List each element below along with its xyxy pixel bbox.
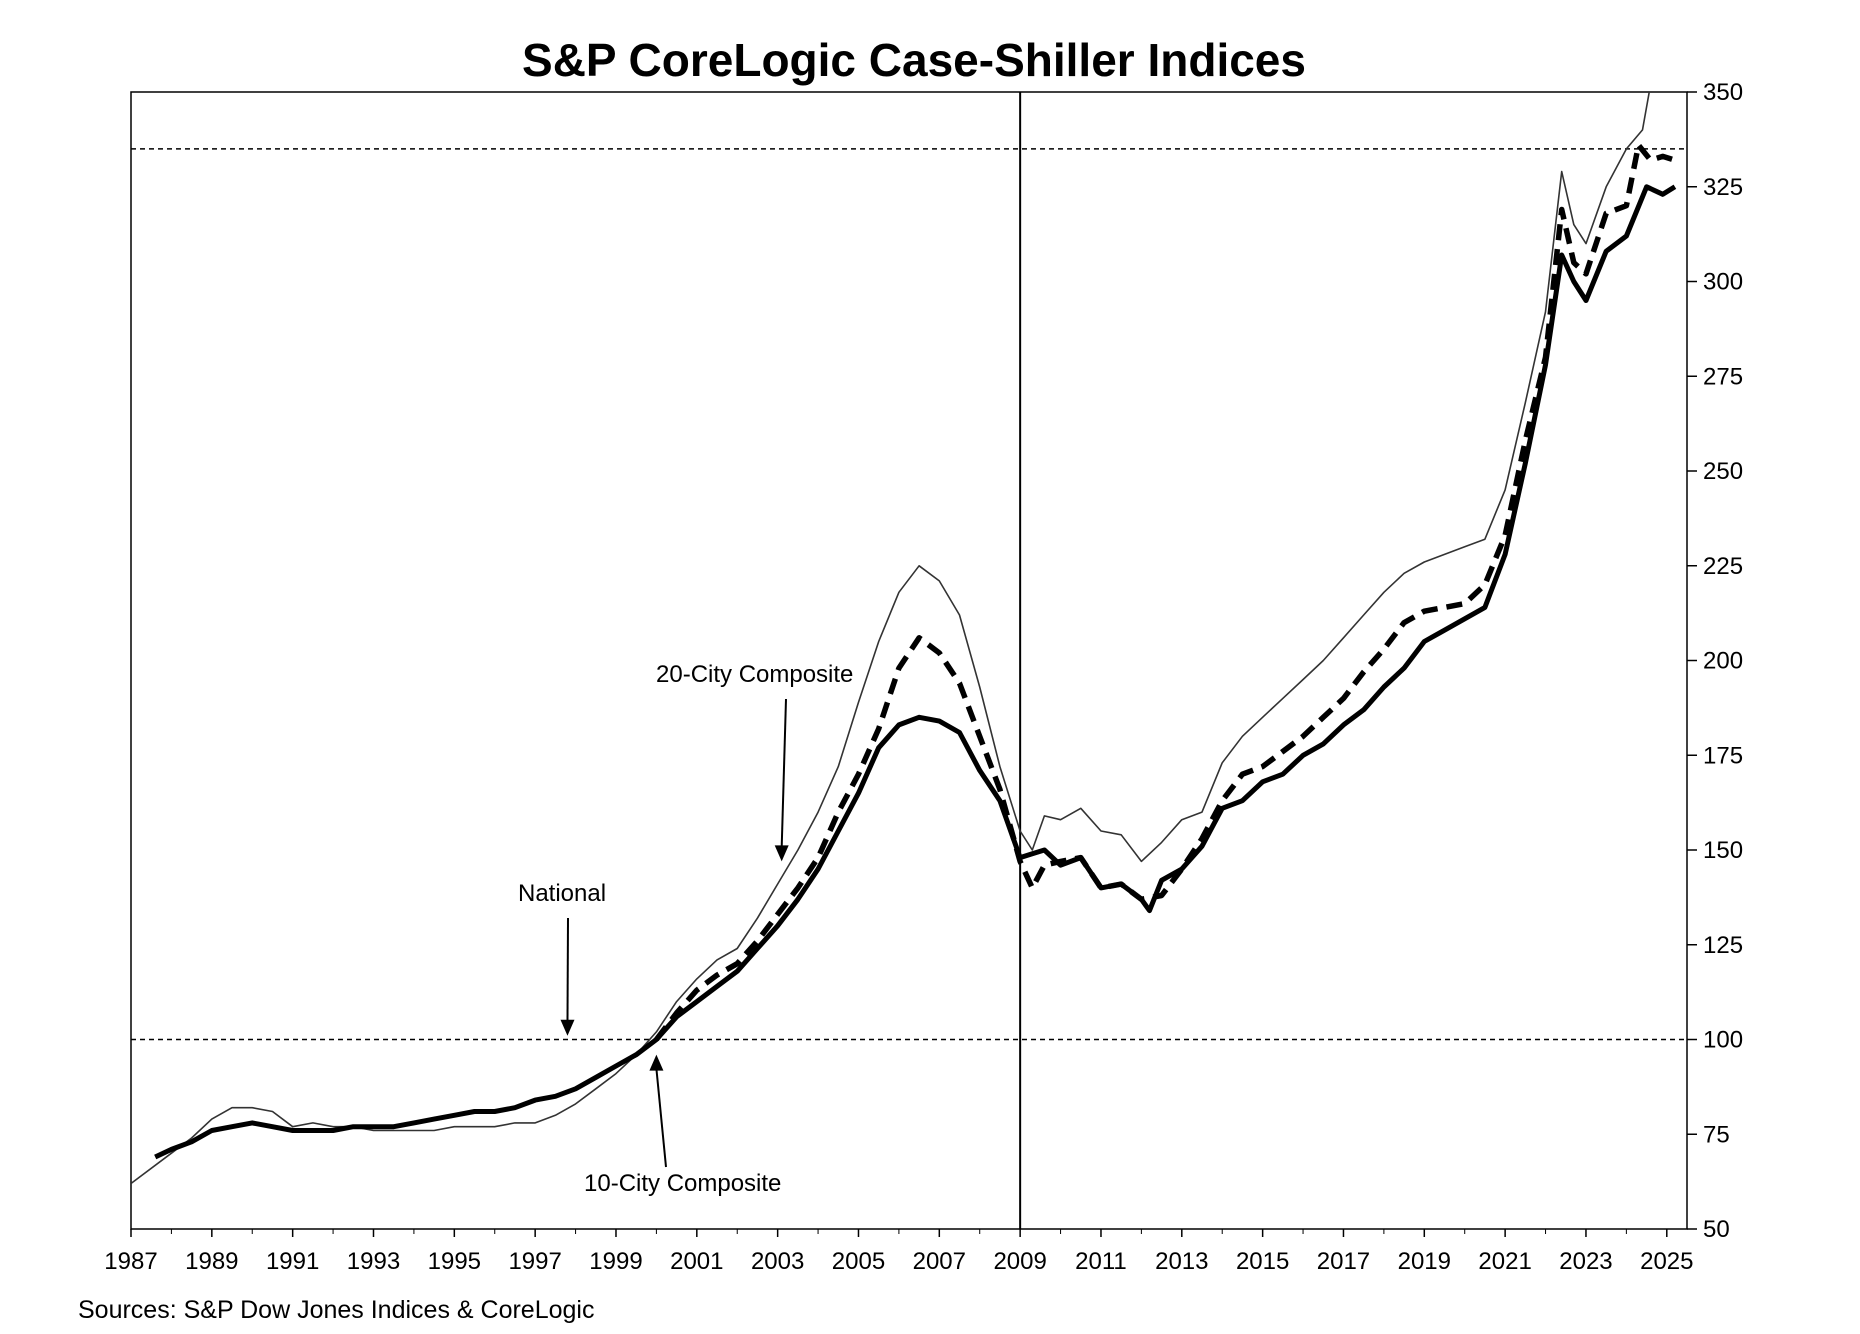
annotation-arrowhead-10-city: [649, 1054, 664, 1071]
annotation-national: National: [518, 880, 606, 907]
x-tick-label: 2015: [1236, 1248, 1289, 1275]
series-line-national: [154, 184, 1677, 1160]
x-tick-label: 1993: [347, 1248, 400, 1275]
plot-frame: [130, 91, 1688, 1230]
y-tick-label: 75: [1703, 1121, 1730, 1148]
annotation-arrow-10-city: [655, 1068, 667, 1168]
y-tick-label: 250: [1703, 458, 1743, 485]
x-tick-label: 2005: [832, 1248, 885, 1275]
x-tick-label: 2001: [670, 1248, 723, 1275]
x-tick-label: 2017: [1317, 1248, 1370, 1275]
x-tick-label: 2025: [1640, 1248, 1693, 1275]
series-line-ten: [131, 92, 1651, 1185]
y-tick-label: 50: [1703, 1216, 1730, 1243]
annotation-arrow-20-city: [780, 698, 787, 848]
reference-lines: [131, 92, 1687, 1229]
x-tick-label: 2021: [1478, 1248, 1531, 1275]
x-tick-label: 1987: [104, 1248, 157, 1275]
y-tick-label: 225: [1703, 553, 1743, 580]
y-tick-label: 150: [1703, 837, 1743, 864]
series-line-twenty: [654, 142, 1676, 1042]
y-tick-label: 125: [1703, 932, 1743, 959]
x-tick-label: 2019: [1398, 1248, 1451, 1275]
x-tick-label: 1991: [266, 1248, 319, 1275]
source-note: Sources: S&P Dow Jones Indices & CoreLog…: [78, 1296, 594, 1324]
x-tick-label: 2009: [993, 1248, 1046, 1275]
x-tick-label: 2003: [751, 1248, 804, 1275]
annotation-arrow-national: [566, 917, 569, 1022]
x-tick-label: 2023: [1559, 1248, 1612, 1275]
annotation-20-city-composite: 20-City Composite: [656, 661, 853, 688]
y-tick-label: 200: [1703, 648, 1743, 675]
y-axis: 50 75 100 125 150 175 200 225 250 275 300 325 350: [1687, 79, 1743, 1243]
x-axis: 1987 1989 1991 1993 1995 1997 1999 2001 2003 2005…: [104, 1229, 1693, 1275]
x-tick-label: 2013: [1155, 1248, 1208, 1275]
y-tick-label: 300: [1703, 269, 1743, 296]
x-tick-label: 1995: [428, 1248, 481, 1275]
y-tick-label: 350: [1703, 79, 1743, 106]
series-layer: [131, 92, 1677, 1185]
x-tick-label: 2011: [1075, 1248, 1127, 1275]
annotation-arrowhead-national: [560, 1019, 575, 1036]
x-tick-label: 1999: [589, 1248, 642, 1275]
y-tick-label: 100: [1703, 1027, 1743, 1054]
annotation-10-city-composite: 10-City Composite: [584, 1170, 781, 1197]
chart-title: S&P CoreLogic Case-Shiller Indices: [522, 34, 1306, 86]
x-tick-label: 2007: [913, 1248, 966, 1275]
y-tick-label: 325: [1703, 174, 1743, 201]
x-tick-label: 1989: [185, 1248, 238, 1275]
y-tick-label: 275: [1703, 363, 1743, 390]
annotation-arrowhead-20-city: [774, 845, 789, 862]
y-tick-label: 175: [1703, 742, 1743, 769]
x-tick-label: 1997: [508, 1248, 561, 1275]
